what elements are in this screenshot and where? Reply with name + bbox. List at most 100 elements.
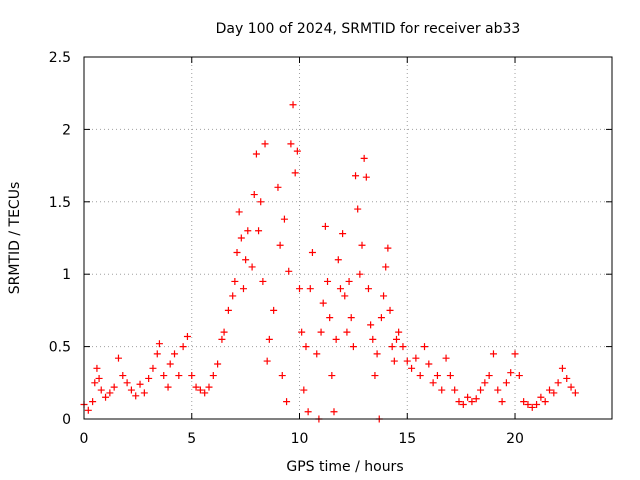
data-point [239, 285, 247, 293]
y-tick-label: 1.5 [49, 195, 71, 211]
data-point [171, 350, 179, 358]
data-point [183, 332, 191, 340]
data-point [270, 306, 278, 314]
y-axis-label: SRMTID / TECUs [7, 182, 23, 295]
data-point [533, 401, 541, 409]
data-point [214, 360, 222, 368]
data-point [392, 335, 400, 343]
y-tick-label: 2 [62, 122, 71, 138]
data-point [205, 383, 213, 391]
data-point [123, 379, 131, 387]
data-point [302, 343, 310, 351]
data-point [321, 222, 329, 230]
data-point [416, 372, 424, 380]
data-point [515, 372, 523, 380]
data-point [524, 401, 532, 409]
data-point [291, 169, 299, 177]
data-point [196, 386, 204, 394]
data-point [95, 374, 103, 382]
data-point [106, 389, 114, 397]
data-point [248, 263, 256, 271]
data-point [255, 227, 263, 235]
data-point [140, 389, 148, 397]
data-point [209, 372, 217, 380]
data-point [155, 340, 163, 348]
data-point [84, 406, 92, 414]
data-point [257, 198, 265, 206]
data-point [360, 154, 368, 162]
data-point [472, 395, 480, 403]
data-point [558, 364, 566, 372]
data-point [528, 403, 536, 411]
data-point [263, 357, 271, 365]
data-point [298, 328, 306, 336]
data-points [80, 101, 579, 423]
data-point [229, 292, 237, 300]
x-tick-label: 10 [291, 431, 309, 447]
data-point [237, 234, 245, 242]
data-point [119, 372, 127, 380]
data-point [554, 379, 562, 387]
data-point [433, 372, 441, 380]
data-point [481, 379, 489, 387]
data-point [201, 389, 209, 397]
data-point [464, 393, 472, 401]
x-axis-label: GPS time / hours [286, 459, 403, 475]
data-point [364, 285, 372, 293]
data-point [373, 350, 381, 358]
data-point [412, 354, 420, 362]
data-point [278, 372, 286, 380]
data-point [233, 248, 241, 256]
data-point [332, 335, 340, 343]
data-point [498, 398, 506, 406]
data-point [265, 335, 273, 343]
data-point [537, 393, 545, 401]
data-point [377, 314, 385, 322]
data-point [408, 364, 416, 372]
data-point [367, 321, 375, 329]
grid-lines [84, 57, 612, 419]
data-point [328, 372, 336, 380]
data-point [336, 285, 344, 293]
data-point [425, 360, 433, 368]
data-point [502, 379, 510, 387]
data-point [300, 386, 308, 394]
data-point [114, 354, 122, 362]
data-point [326, 314, 334, 322]
data-point [339, 230, 347, 238]
data-point [356, 270, 364, 278]
data-point [477, 386, 485, 394]
data-point [160, 372, 168, 380]
data-point [166, 360, 174, 368]
data-point [446, 372, 454, 380]
data-point [541, 398, 549, 406]
data-point [153, 350, 161, 358]
data-point [127, 386, 135, 394]
data-point [459, 401, 467, 409]
data-point [371, 372, 379, 380]
data-point [511, 350, 519, 358]
data-point [289, 101, 297, 109]
data-point [220, 328, 228, 336]
chart-title: Day 100 of 2024, SRMTID for receiver ab3… [216, 21, 521, 37]
data-point [386, 306, 394, 314]
data-point [403, 357, 411, 365]
y-tick-label: 1 [62, 267, 71, 283]
data-point [317, 328, 325, 336]
data-point [89, 398, 97, 406]
y-tick-label: 0 [62, 412, 71, 428]
data-point [343, 328, 351, 336]
data-point [421, 343, 429, 351]
data-point [283, 398, 291, 406]
data-point [296, 285, 304, 293]
data-point [274, 183, 282, 191]
data-point [352, 172, 360, 180]
data-point [362, 173, 370, 181]
data-point [341, 292, 349, 300]
data-point [347, 314, 355, 322]
data-point [455, 398, 463, 406]
data-point [235, 208, 243, 216]
data-point [330, 408, 338, 416]
x-tick-label: 20 [506, 431, 524, 447]
